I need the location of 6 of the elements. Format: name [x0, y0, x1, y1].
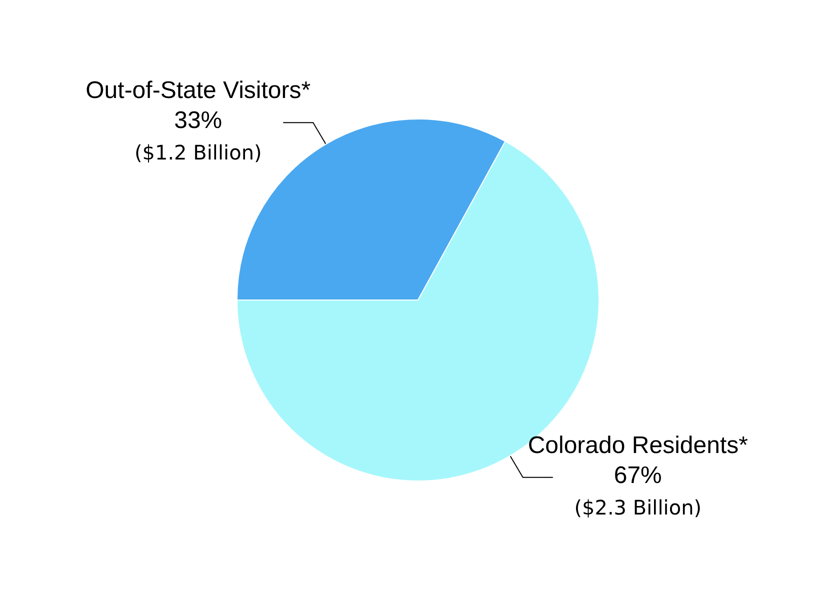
slice-label: Colorado Residents* — [528, 432, 748, 459]
text: ($2.3 Billion) — [574, 495, 702, 520]
data-label: 33% — [174, 107, 222, 134]
data-label: 67% — [614, 462, 662, 489]
slice-label: Out-of-State Visitors* — [86, 77, 311, 104]
text: ($1.2 Billion) — [134, 140, 262, 165]
